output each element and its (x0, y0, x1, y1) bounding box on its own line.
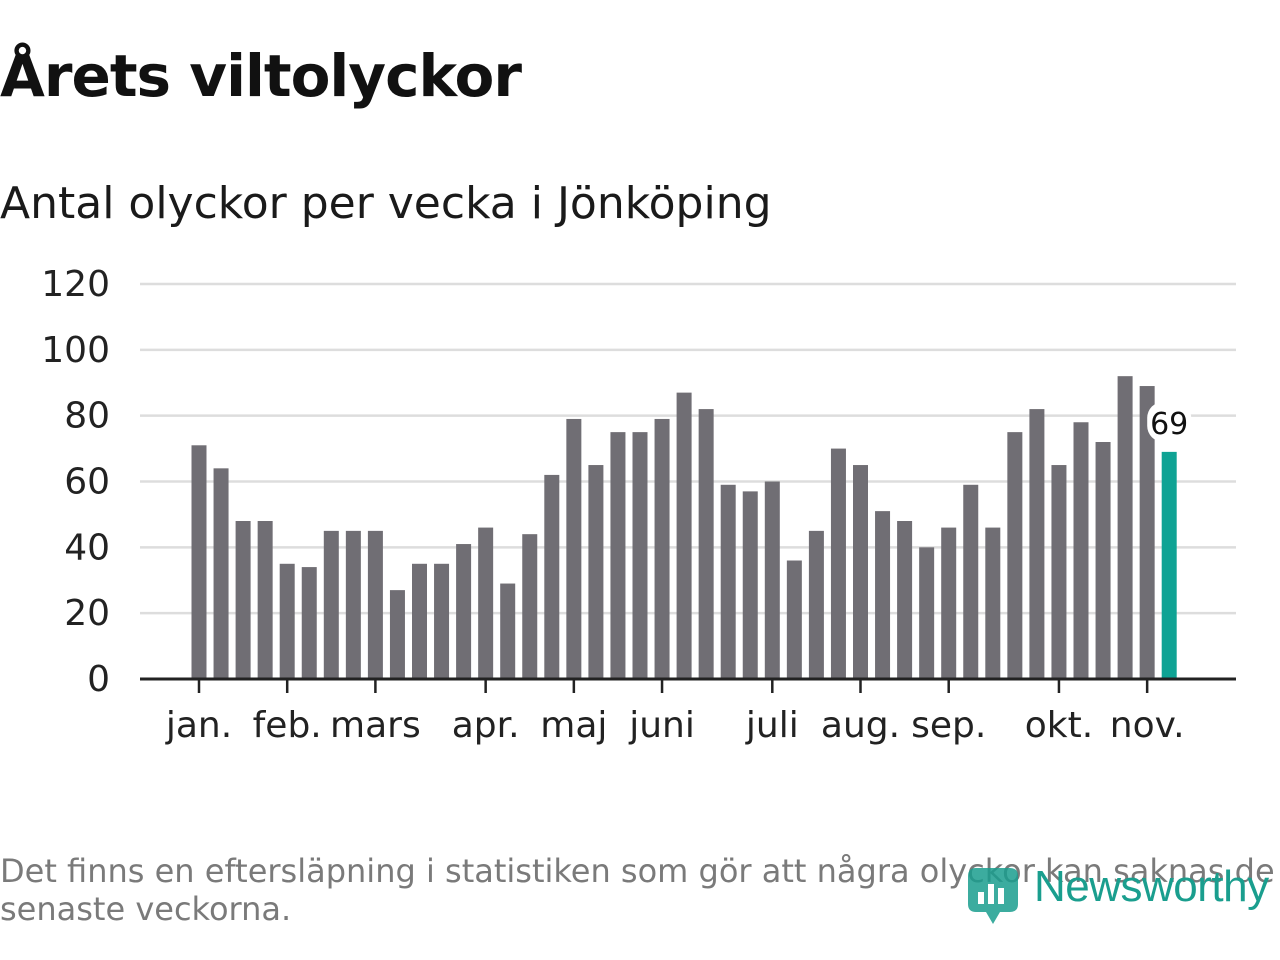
footnote: Det finns en eftersläpning i statistiken… (0, 852, 1275, 928)
bar (985, 527, 1001, 679)
bar (500, 583, 516, 679)
bar (456, 544, 472, 679)
bar (235, 521, 251, 679)
chart-subtitle: Antal olyckor per vecka i Jönköping (0, 178, 772, 229)
x-axis-ticks: jan. feb. mars apr. maj juni juli aug. sep. okt. n… (165, 679, 1185, 746)
y-tick-label: 40 (64, 527, 110, 568)
bar (897, 521, 913, 679)
annotations: 69 (1147, 401, 1192, 442)
bar (1051, 465, 1067, 679)
x-tick-label: feb. (253, 705, 322, 746)
bar (191, 445, 207, 679)
bar (632, 432, 648, 679)
bar (323, 530, 339, 679)
bar (1007, 432, 1023, 679)
bar (830, 448, 846, 679)
data-label: 69 (1150, 407, 1188, 442)
bar (389, 590, 405, 679)
x-tick-label: nov. (1110, 705, 1185, 746)
x-tick-label: jan. (165, 705, 232, 746)
y-tick-label: 100 (41, 330, 110, 371)
bar (808, 530, 824, 679)
bar (720, 484, 736, 679)
bar (742, 491, 758, 679)
bar (588, 465, 604, 679)
x-tick-label: apr. (452, 705, 520, 746)
data-label-background (1147, 401, 1192, 442)
bar (367, 530, 383, 679)
bar (919, 547, 935, 679)
bar (1117, 376, 1133, 679)
bar (941, 527, 957, 679)
bar (345, 530, 361, 679)
y-tick-label: 0 (87, 659, 110, 700)
bar-highlight (1161, 451, 1177, 679)
bar (764, 481, 780, 679)
bar (1095, 442, 1111, 679)
bar (522, 534, 538, 679)
bar (1029, 409, 1045, 679)
bar (963, 484, 979, 679)
bar (1139, 386, 1155, 679)
bar (566, 418, 582, 679)
bar (786, 560, 802, 679)
bar (698, 409, 714, 679)
brand-name: Newsworthy (1034, 862, 1269, 911)
newsworthy-logo-icon (968, 868, 1018, 924)
bar (676, 392, 692, 679)
y-tick-label: 20 (64, 593, 110, 634)
bars (191, 376, 1177, 679)
bar (213, 468, 229, 679)
brand-logo: Newsworthy (964, 860, 1280, 930)
bar (257, 521, 273, 679)
bar (853, 465, 868, 679)
x-tick-label: sep. (911, 705, 986, 746)
y-axis-ticks: 0 20 40 60 80 100 120 (41, 264, 110, 700)
y-tick-label: 60 (64, 462, 110, 503)
x-tick-label: juni (628, 705, 695, 746)
bar (875, 511, 891, 679)
bar (279, 563, 295, 679)
bar (610, 432, 626, 679)
x-tick-label: mars (330, 705, 421, 746)
y-tick-label: 120 (41, 264, 110, 305)
x-tick-label: maj (540, 705, 607, 746)
bar (1073, 422, 1089, 679)
y-tick-label: 80 (64, 396, 110, 437)
x-tick-label: okt. (1025, 705, 1093, 746)
chart-title: Årets viltolyckor (0, 42, 522, 110)
bar (478, 527, 494, 679)
bar (301, 567, 317, 679)
bar (544, 474, 560, 679)
bar (434, 563, 450, 679)
bar (412, 563, 427, 679)
bar (654, 418, 670, 679)
x-tick-label: aug. (821, 705, 900, 746)
x-tick-label: juli (745, 705, 799, 746)
